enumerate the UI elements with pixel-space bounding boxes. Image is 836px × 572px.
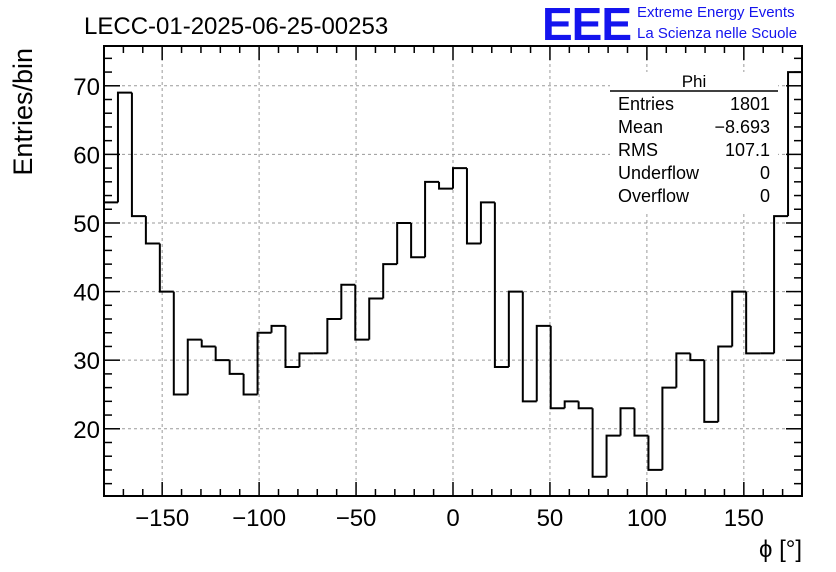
- histogram-bin: [298, 352, 314, 368]
- y-axis-label: Entries/bin: [8, 48, 38, 176]
- histogram-bin: [256, 331, 272, 395]
- histogram-bin: [424, 180, 440, 258]
- x-tick-label: −50: [336, 505, 377, 532]
- histogram-bin: [535, 324, 551, 402]
- y-tick-label: 70: [73, 74, 100, 101]
- histogram-bin: [186, 338, 202, 395]
- histogram-bin: [675, 352, 691, 388]
- histogram-bin: [521, 291, 537, 403]
- stats-label-underflow: Underflow: [618, 163, 700, 183]
- stats-label-overflow: Overflow: [618, 186, 690, 206]
- stats-label-rms: RMS: [618, 140, 658, 160]
- stats-label-entries: Entries: [618, 94, 674, 114]
- histogram-bin: [270, 324, 286, 333]
- eee-logo-line1: Extreme Energy Events: [637, 4, 795, 21]
- histogram-bin: [228, 360, 244, 375]
- histogram-bin: [242, 373, 258, 396]
- y-tick-label: 50: [73, 211, 100, 238]
- x-tick-label: −150: [135, 505, 189, 532]
- histogram-bin: [549, 325, 565, 410]
- eee-logo: EEE Extreme Energy Events La Scienza nel…: [542, 0, 797, 50]
- y-tick-label: 30: [73, 348, 100, 375]
- x-axis-label: ϕ [°]: [759, 536, 802, 563]
- histogram-bin: [410, 222, 426, 259]
- stats-box-bg: [610, 72, 778, 212]
- histogram-bin: [396, 221, 412, 265]
- histogram-bin: [284, 325, 300, 369]
- histogram-bin: [130, 92, 146, 218]
- histogram-bin: [731, 290, 747, 347]
- histogram-bin: [144, 216, 160, 245]
- histogram-bin: [493, 202, 509, 369]
- histogram-bin: [703, 360, 719, 423]
- histogram-bin: [354, 284, 370, 341]
- histogram-bin: [507, 290, 523, 368]
- histogram-bin: [382, 263, 398, 299]
- stats-box: Phi Entries 1801 Mean −8.693 RMS 107.1 U…: [610, 72, 778, 212]
- tick-labels: −150 −100 −50 0 50 100 150 20 30 40 50 60 70: [73, 74, 764, 532]
- histogram-bin: [465, 168, 481, 245]
- x-tick-label: 50: [537, 505, 564, 532]
- eee-logo-line2: La Scienza nelle Scuole: [637, 25, 797, 42]
- histogram-bin: [200, 339, 216, 348]
- histogram-bin: [773, 215, 789, 354]
- stats-value-overflow: 0: [760, 186, 770, 206]
- histogram-bin: [452, 167, 467, 189]
- y-tick-label: 20: [73, 417, 100, 444]
- stats-box-title: Phi: [682, 72, 707, 91]
- histogram-bin: [619, 407, 635, 436]
- histogram-bin: [577, 401, 593, 410]
- histogram-bin: [563, 400, 579, 409]
- histogram-bin: [647, 435, 663, 471]
- histogram-bin: [103, 201, 118, 496]
- histogram-bin: [633, 408, 649, 437]
- histogram-bin: [368, 297, 384, 340]
- stats-value-entries: 1801: [730, 94, 770, 114]
- histogram-bin: [689, 353, 705, 362]
- histogram-bin: [605, 434, 621, 477]
- stats-value-rms: 107.1: [725, 140, 770, 160]
- histogram-bin: [326, 318, 342, 354]
- y-tick-label: 40: [73, 280, 100, 307]
- histogram-bin: [717, 345, 733, 422]
- histogram-bin: [787, 71, 803, 496]
- histogram-bin: [661, 386, 677, 470]
- x-tick-label: 0: [446, 505, 459, 532]
- histogram-bin: [591, 408, 607, 478]
- stats-value-mean: −8.693: [714, 117, 770, 137]
- y-tick-label: 60: [73, 142, 100, 169]
- stats-label-mean: Mean: [618, 117, 663, 137]
- histogram-bin: [214, 346, 230, 362]
- x-tick-label: 100: [627, 505, 667, 532]
- histogram-bin: [340, 283, 356, 320]
- stats-value-underflow: 0: [760, 163, 770, 183]
- axes: [103, 45, 803, 497]
- eee-logo-mark: EEE: [542, 0, 631, 50]
- x-tick-label: 150: [724, 505, 764, 532]
- histogram-bin: [116, 91, 132, 203]
- histogram-bin: [158, 243, 174, 293]
- histogram-bin: [172, 291, 188, 396]
- histogram-bin: [438, 181, 453, 190]
- x-tick-label: −100: [232, 505, 286, 532]
- histogram-bin: [479, 201, 495, 244]
- histogram-bin: [745, 291, 761, 355]
- chart-title: LECC-01-2025-06-25-00253: [84, 13, 388, 40]
